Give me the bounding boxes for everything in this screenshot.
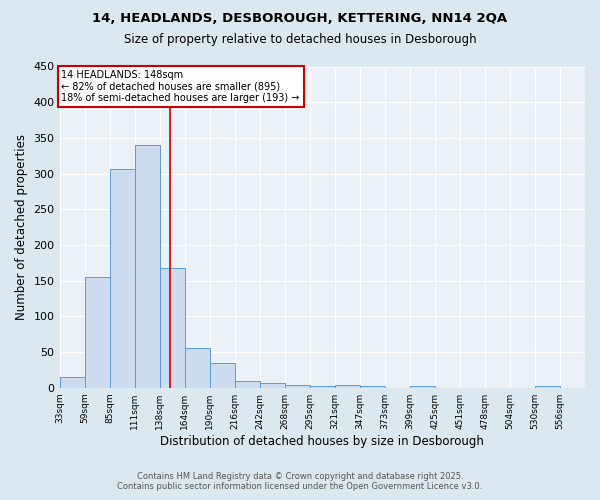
X-axis label: Distribution of detached houses by size in Desborough: Distribution of detached houses by size … bbox=[160, 434, 484, 448]
Bar bbox=[110, 168, 134, 388]
Bar bbox=[410, 386, 435, 388]
Bar bbox=[85, 277, 110, 388]
Bar bbox=[535, 386, 560, 388]
Bar bbox=[360, 386, 385, 388]
Text: Contains HM Land Registry data © Crown copyright and database right 2025.
Contai: Contains HM Land Registry data © Crown c… bbox=[118, 472, 482, 491]
Bar bbox=[209, 362, 235, 388]
Bar bbox=[235, 380, 260, 388]
Bar bbox=[59, 377, 85, 388]
Text: 14 HEADLANDS: 148sqm
← 82% of detached houses are smaller (895)
18% of semi-deta: 14 HEADLANDS: 148sqm ← 82% of detached h… bbox=[61, 70, 300, 103]
Y-axis label: Number of detached properties: Number of detached properties bbox=[15, 134, 28, 320]
Bar bbox=[310, 386, 335, 388]
Bar bbox=[260, 382, 285, 388]
Text: 14, HEADLANDS, DESBOROUGH, KETTERING, NN14 2QA: 14, HEADLANDS, DESBOROUGH, KETTERING, NN… bbox=[92, 12, 508, 26]
Bar bbox=[160, 268, 185, 388]
Bar bbox=[335, 385, 360, 388]
Bar bbox=[285, 385, 310, 388]
Text: Size of property relative to detached houses in Desborough: Size of property relative to detached ho… bbox=[124, 32, 476, 46]
Bar bbox=[134, 145, 160, 388]
Bar bbox=[185, 348, 209, 388]
